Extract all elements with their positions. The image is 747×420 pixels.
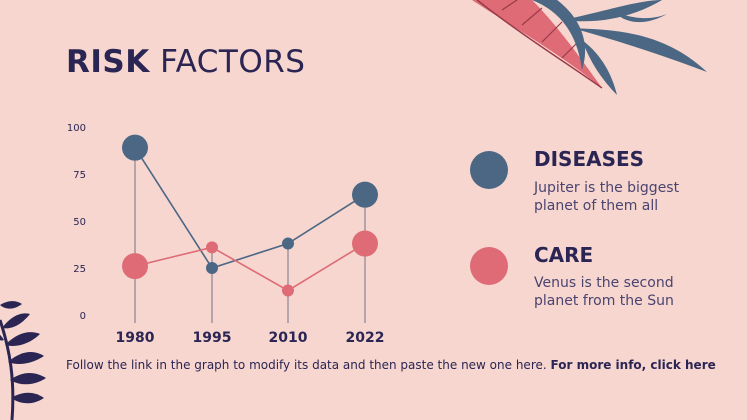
x-tick-label: 1980 [116, 330, 155, 346]
leaf-branch-decoration-top [472, 0, 707, 95]
legend-desc-diseases-line2: planet of them all [534, 198, 659, 214]
x-tick-label: 1995 [193, 330, 232, 346]
legend-heading-diseases: DISEASES [534, 147, 645, 171]
page-title: RISK FACTORS [66, 44, 305, 80]
legend-desc-care: Venus is the second planet from the Sun [534, 274, 704, 310]
data-point-care [206, 241, 218, 254]
data-point-diseases [282, 237, 294, 250]
data-point-diseases [206, 262, 218, 274]
data-point-care [122, 253, 148, 280]
legend-desc-care-line1: Venus is the second [534, 275, 674, 291]
series-line-diseases [134, 147, 366, 269]
footer-text: Follow the link in the graph to modify i… [66, 358, 547, 372]
footer: Follow the link in the graph to modify i… [66, 358, 716, 372]
data-point-care [282, 284, 294, 297]
legend-heading-care: CARE [534, 243, 594, 267]
legend-desc-diseases-line1: Jupiter is the biggest [534, 180, 680, 196]
legend-dot-diseases [470, 151, 508, 189]
y-tick-label: 100 [67, 123, 86, 134]
x-tick-label: 2022 [346, 330, 385, 346]
legend-dot-care [470, 247, 508, 285]
title-light: FACTORS [160, 44, 306, 80]
leaf-branch-decoration-bottom-left [0, 301, 46, 420]
y-tick-label: 75 [73, 170, 86, 181]
series-line-care [134, 242, 366, 292]
legend-desc-diseases: Jupiter is the biggest planet of them al… [534, 179, 704, 215]
legend-desc-care-line2: planet from the Sun [534, 293, 674, 309]
y-tick-label: 25 [73, 264, 86, 275]
data-point-diseases [122, 134, 148, 161]
title-bold: RISK [66, 44, 150, 80]
y-tick-label: 50 [73, 217, 86, 228]
data-point-care [352, 230, 378, 257]
y-tick-label: 0 [80, 311, 86, 322]
data-point-diseases [352, 181, 378, 208]
more-info-link[interactable]: For more info, click here [550, 358, 716, 372]
x-tick-label: 2010 [269, 330, 308, 346]
